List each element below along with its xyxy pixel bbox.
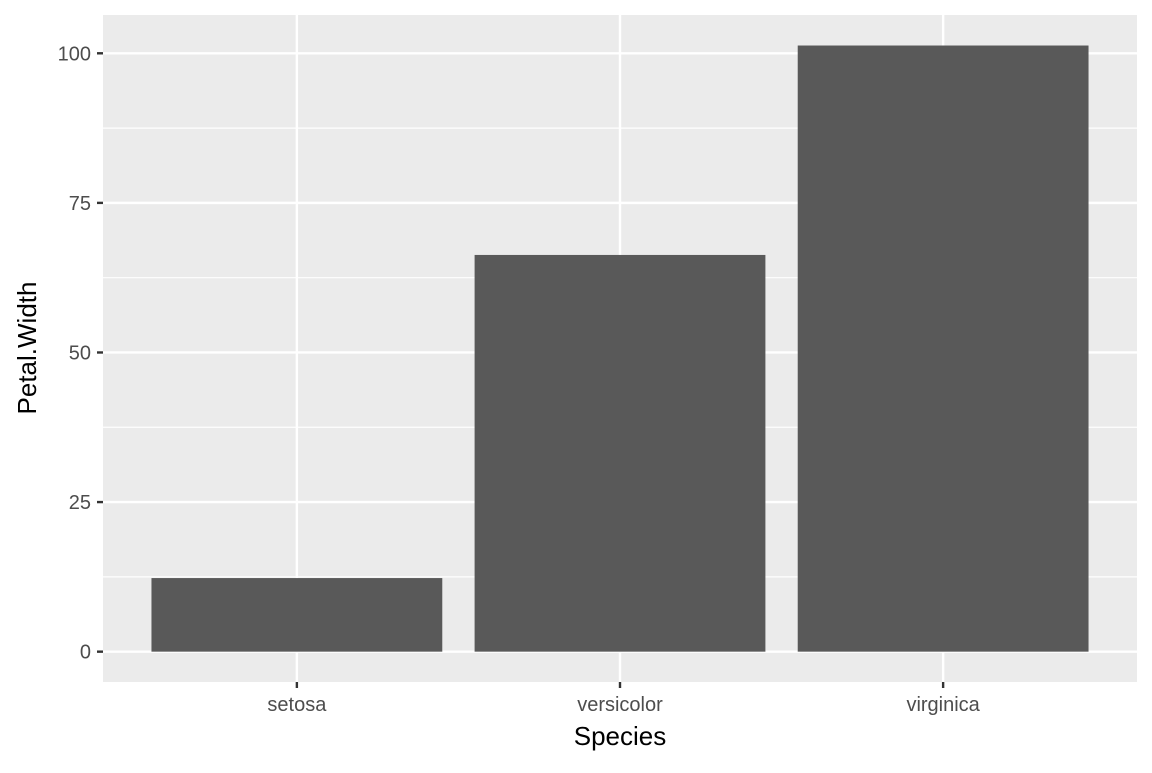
bars (151, 45, 1089, 652)
x-tick-label: virginica (906, 694, 980, 716)
x-tick-label: setosa (267, 694, 327, 716)
bar-versicolor (474, 254, 766, 652)
bar-virginica (797, 45, 1089, 652)
y-tick-label: 25 (69, 492, 91, 514)
x-axis: setosa versicolor virginica (267, 682, 981, 716)
x-axis-title: Species (574, 721, 667, 751)
x-tick-label: versicolor (577, 694, 663, 716)
bar-setosa (151, 578, 443, 652)
y-tick-label: 100 (58, 43, 91, 65)
y-tick-label: 75 (69, 193, 91, 215)
y-tick-label: 0 (80, 642, 91, 664)
y-axis: 0 25 50 75 100 (58, 43, 103, 664)
y-tick-label: 50 (69, 342, 91, 364)
y-axis-title: Petal.Width (12, 282, 42, 415)
